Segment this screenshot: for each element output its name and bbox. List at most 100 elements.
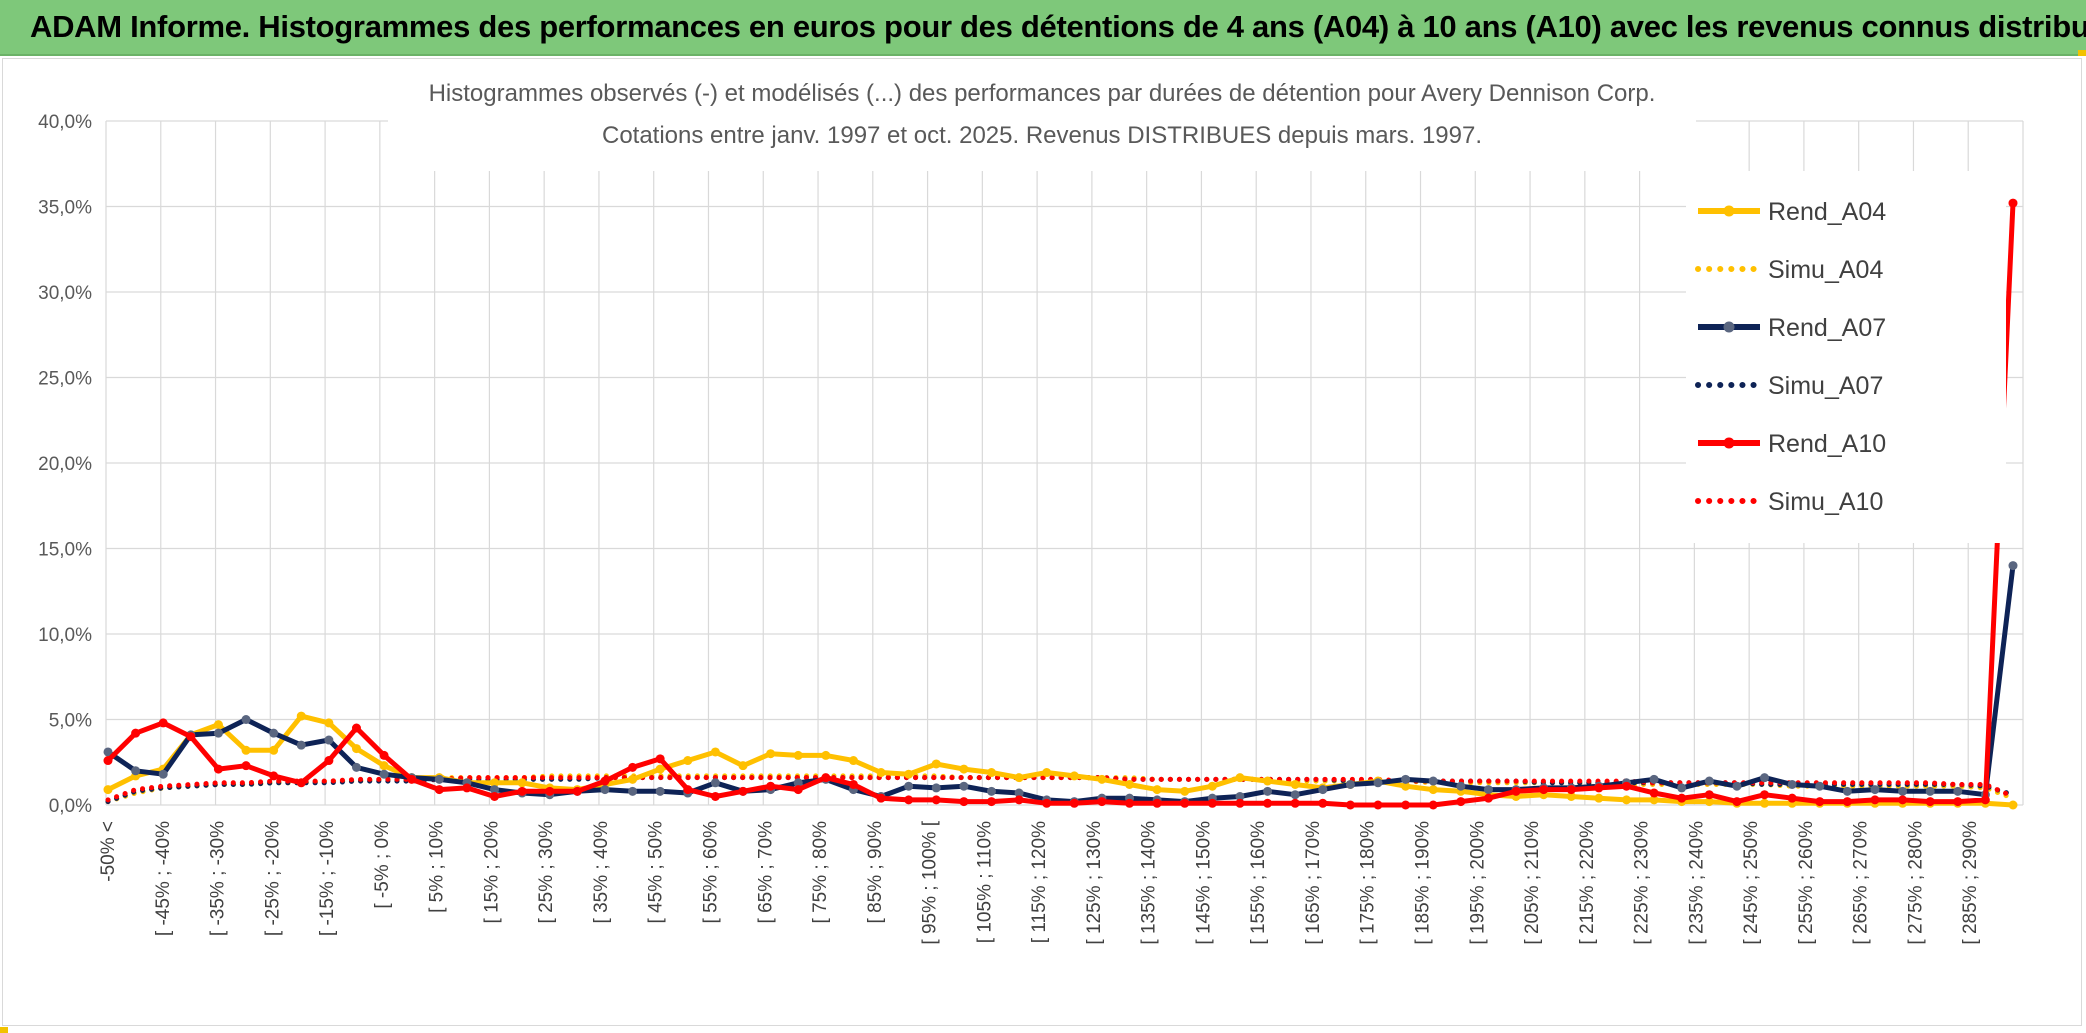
data-point-Rend_A10	[379, 750, 389, 760]
legend-marker	[1723, 437, 1735, 449]
data-point-Rend_A04	[1649, 795, 1659, 805]
chart-title: Histogrammes observés (-) et modélisés (…	[429, 80, 1656, 107]
data-point-Rend_A10	[1649, 788, 1659, 798]
data-point-Rend_A10	[351, 723, 361, 733]
data-point-Rend_A04	[821, 750, 831, 760]
data-point-Rend_A04	[655, 764, 665, 774]
data-point-Rend_A07	[1014, 788, 1024, 798]
x-tick-label: [ 175% ; 180%	[1358, 821, 1379, 945]
data-point-Rend_A07	[158, 769, 168, 779]
data-point-Rend_A10	[1428, 800, 1438, 810]
data-point-Rend_A10	[683, 785, 693, 795]
data-point-Rend_A04	[766, 749, 776, 759]
data-point-Rend_A10	[213, 764, 223, 774]
data-point-Rend_A04	[1704, 797, 1714, 807]
x-tick-label: [ 75% ; 80%	[810, 821, 831, 924]
data-point-Rend_A10	[1345, 800, 1355, 810]
chart-title-backdrop	[388, 61, 1696, 171]
data-point-Rend_A04	[1152, 785, 1162, 795]
data-point-Rend_A10	[1704, 790, 1714, 800]
data-point-Rend_A07	[103, 747, 113, 757]
data-point-Rend_A10	[1097, 797, 1107, 807]
data-point-Rend_A04	[1621, 795, 1631, 805]
data-point-Rend_A07	[1870, 785, 1880, 795]
data-point-Rend_A10	[572, 786, 582, 796]
data-point-Rend_A10	[1842, 797, 1852, 807]
legend-marker	[1723, 205, 1735, 217]
data-point-Rend_A10	[1980, 795, 1990, 805]
banner-title: ADAM Informe. Histogrammes des performan…	[30, 9, 2086, 44]
data-point-Rend_A07	[1263, 786, 1273, 796]
data-point-Rend_A10	[1318, 798, 1328, 808]
data-point-Rend_A07	[490, 785, 500, 795]
data-point-Rend_A10	[1069, 798, 1079, 808]
data-point-Rend_A04	[379, 761, 389, 771]
data-point-Rend_A04	[103, 785, 113, 795]
data-point-Rend_A04	[1235, 773, 1245, 783]
data-point-Rend_A10	[1180, 798, 1190, 808]
data-point-Rend_A04	[959, 764, 969, 774]
data-point-Rend_A10	[1898, 795, 1908, 805]
corner-mark	[0, 1027, 8, 1033]
data-point-Rend_A10	[931, 795, 941, 805]
data-point-Rend_A10	[628, 762, 638, 772]
data-point-Rend_A07	[351, 762, 361, 772]
data-point-Rend_A10	[793, 785, 803, 795]
x-tick-label: [ 145% ; 150%	[1193, 821, 1214, 945]
data-point-Rend_A04	[876, 768, 886, 778]
data-point-Rend_A07	[1456, 781, 1466, 791]
legend-label: Simu_A10	[1768, 488, 1883, 516]
data-point-Rend_A07	[324, 735, 334, 745]
data-point-Rend_A07	[1649, 774, 1659, 784]
legend-label: Rend_A04	[1768, 198, 1886, 226]
data-point-Rend_A04	[1042, 768, 1052, 778]
data-point-Rend_A07	[1760, 773, 1770, 783]
data-point-Rend_A07	[904, 781, 914, 791]
data-point-Rend_A07	[600, 785, 610, 795]
data-point-Rend_A10	[1235, 798, 1245, 808]
data-point-Rend_A04	[986, 768, 996, 778]
x-tick-label: [ 5% ; 10%	[427, 821, 448, 913]
y-tick-label: 25,0%	[38, 369, 92, 390]
data-point-Rend_A10	[186, 732, 196, 742]
data-point-Rend_A04	[517, 778, 527, 788]
data-point-Rend_A10	[1401, 800, 1411, 810]
data-point-Rend_A07	[1373, 778, 1383, 788]
data-point-Rend_A10	[296, 778, 306, 788]
data-point-Rend_A10	[876, 793, 886, 803]
x-tick-label: [ 105% ; 110%	[974, 821, 995, 943]
data-point-Rend_A07	[655, 786, 665, 796]
data-point-Rend_A07	[1290, 790, 1300, 800]
data-point-Rend_A10	[490, 791, 500, 801]
x-tick-label: [ 285% ; 290%	[1960, 821, 1981, 945]
data-point-Rend_A04	[1760, 798, 1770, 808]
data-point-Rend_A04	[296, 711, 306, 721]
data-point-Rend_A07	[213, 728, 223, 738]
data-point-Rend_A10	[848, 779, 858, 789]
data-point-Rend_A07	[379, 769, 389, 779]
data-point-Rend_A10	[986, 797, 996, 807]
data-point-Rend_A04	[1097, 774, 1107, 784]
y-tick-label: 35,0%	[38, 198, 92, 219]
data-point-Rend_A10	[1953, 797, 1963, 807]
data-point-Rend_A10	[1815, 797, 1825, 807]
data-point-Rend_A10	[1042, 798, 1052, 808]
y-tick-label: 10,0%	[38, 625, 92, 646]
data-point-Rend_A10	[1263, 798, 1273, 808]
legend-label: Simu_A04	[1768, 256, 1883, 284]
x-tick-label: [ 115% ; 120%	[1029, 821, 1050, 943]
data-point-Rend_A07	[1704, 776, 1714, 786]
data-point-Rend_A07	[1925, 786, 1935, 796]
data-point-Rend_A10	[545, 786, 555, 796]
series-line-Rend_A07	[106, 565, 2016, 805]
x-tick-label: [ -15% ; -10%	[317, 821, 338, 936]
x-tick-label: [ 165% ; 170%	[1303, 821, 1324, 945]
data-point-Rend_A10	[131, 728, 141, 738]
data-point-Rend_A07	[434, 774, 444, 784]
data-point-Rend_A07	[1235, 791, 1245, 801]
data-point-Rend_A04	[1290, 779, 1300, 789]
data-point-Rend_A04	[738, 761, 748, 771]
data-point-Rend_A04	[1401, 781, 1411, 791]
x-tick-label: [ -45% ; -40%	[153, 821, 174, 936]
